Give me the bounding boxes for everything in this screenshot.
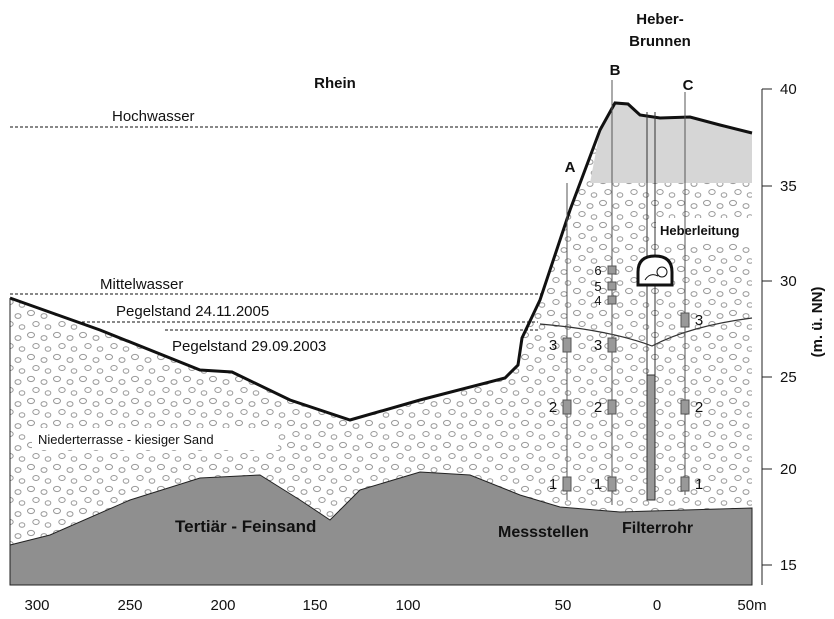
x-tick-label: 150 — [302, 597, 327, 614]
x-tick-label: 0 — [653, 597, 661, 614]
screen — [562, 337, 572, 353]
label-box — [656, 218, 752, 242]
y-tick-label: 35 — [780, 178, 797, 195]
heberleitung-pipe — [644, 274, 659, 281]
screen — [680, 476, 690, 492]
screen-label: 2 — [695, 399, 703, 416]
label: Heberleitung — [660, 223, 740, 238]
y-axis-title: (m. ü. NN) — [809, 287, 826, 358]
ground-surface — [9, 101, 753, 422]
label: Rhein — [314, 75, 356, 92]
screen — [680, 312, 690, 328]
screen-label: 3 — [549, 337, 557, 354]
x-tick-label: 50 — [555, 597, 572, 614]
label: Mittelwasser — [100, 276, 183, 293]
well-label: C — [683, 77, 694, 94]
y-tick-label: 15 — [780, 557, 797, 574]
screen — [680, 399, 690, 415]
label-box — [32, 428, 278, 450]
water-table — [539, 317, 753, 347]
tertiary-layer — [9, 471, 753, 586]
screen-label: 1 — [549, 476, 557, 493]
heberleitung-pipe — [656, 266, 668, 278]
screen — [607, 265, 617, 275]
x-tick-label: 200 — [210, 597, 235, 614]
screen — [607, 337, 617, 353]
y-tick-label: 20 — [780, 461, 797, 478]
top-soil — [590, 103, 752, 183]
well-label: A — [565, 159, 576, 176]
label: Messstellen — [498, 524, 589, 541]
label: Niederterrasse - kiesiger Sand — [38, 432, 214, 447]
x-tick-label: 300 — [24, 597, 49, 614]
label: Brunnen — [629, 33, 691, 50]
label: Heber- — [636, 11, 684, 28]
screen-label: 2 — [549, 399, 557, 416]
label: Hochwasser — [112, 108, 195, 125]
x-tick-label: 100 — [395, 597, 420, 614]
screen — [607, 281, 617, 291]
filter-screen — [646, 374, 656, 501]
label: Pegelstand 29.09.2003 — [172, 338, 326, 355]
label: Pegelstand 24.11.2005 — [116, 303, 269, 320]
label: Filterrohr — [622, 520, 693, 537]
screen-label: 1 — [594, 476, 602, 493]
x-tick-label: 250 — [117, 597, 142, 614]
label: Tertiär - Feinsand — [175, 517, 316, 536]
x-tick-label: 50m — [737, 597, 766, 614]
screen-label: 2 — [594, 399, 602, 416]
screen — [607, 399, 617, 415]
screen-label: 6 — [594, 263, 601, 278]
screen-label: 4 — [594, 293, 601, 308]
y-tick-label: 40 — [780, 81, 797, 98]
screen — [607, 476, 617, 492]
y-tick-label: 25 — [780, 369, 797, 386]
screen — [562, 399, 572, 415]
screen-label: 5 — [594, 279, 601, 294]
y-tick-label: 30 — [780, 273, 797, 290]
screen — [607, 295, 617, 305]
well-label: B — [610, 62, 621, 79]
screen-label: 3 — [594, 337, 602, 354]
screen-label: 1 — [695, 476, 703, 493]
screen-label: 3 — [695, 312, 703, 329]
screen — [562, 476, 572, 492]
